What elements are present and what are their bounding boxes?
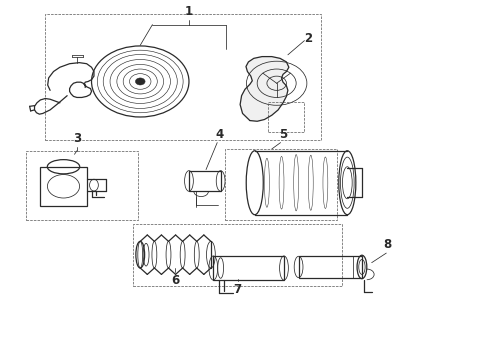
Bar [224,149,337,220]
Text: 4: 4 [215,128,223,141]
Bar [189,171,220,191]
Bar [268,102,304,132]
Bar [45,14,320,140]
Bar [40,167,87,206]
Text: 2: 2 [304,32,313,45]
Bar [298,256,362,278]
Text: 8: 8 [384,238,392,251]
Bar [133,224,343,286]
Circle shape [135,78,145,85]
Bar [213,256,284,280]
Text: 6: 6 [171,274,179,287]
Bar [26,151,138,220]
Text: 5: 5 [279,128,287,141]
Text: 3: 3 [73,132,81,145]
Polygon shape [240,57,289,121]
Text: 1: 1 [185,5,193,18]
Text: 7: 7 [234,283,242,296]
